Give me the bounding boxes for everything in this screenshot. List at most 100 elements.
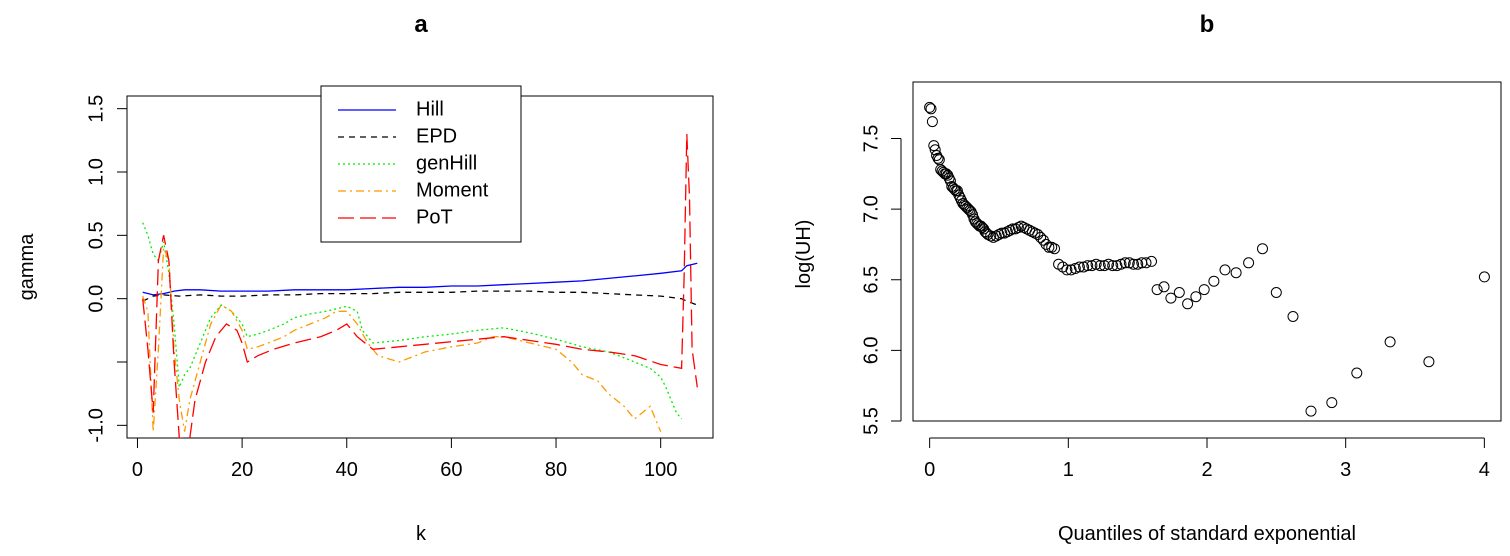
y-tick-label: 5.5 [860, 407, 882, 435]
scatter-point [1065, 264, 1077, 276]
y-tick-label: 7.5 [860, 125, 882, 153]
scatter-point [1158, 281, 1170, 293]
x-tick-label: 100 [644, 459, 677, 481]
scatter-point [1103, 258, 1114, 270]
legend-label-pot: PoT [416, 206, 453, 228]
scatter-point [1478, 271, 1490, 283]
x-tick-label: 4 [1479, 459, 1490, 481]
scatter-point [982, 229, 994, 240]
panel-a: a 0 20 40 60 80 100 -1.00.00.51.01.5 k gamma … [16, 11, 714, 545]
panel-b-points [924, 101, 1490, 417]
panel-a-y-label: gamma [16, 233, 38, 301]
scatter-point [929, 144, 941, 156]
scatter-point [1384, 336, 1396, 348]
scatter-point [935, 164, 947, 176]
panel-a-x-axis: 0 20 40 60 80 100 [132, 437, 677, 481]
scatter-point [1270, 287, 1282, 298]
scatter-point [1305, 405, 1317, 417]
scatter-point [1326, 397, 1338, 409]
series-line-epd [142, 290, 698, 306]
y-tick-label: 1.0 [85, 158, 107, 186]
scatter-point [1049, 243, 1060, 255]
scatter-point [1182, 298, 1194, 310]
panel-b-y-label: log(UH) [793, 220, 815, 289]
panel-b-x-label: Quantiles of standard exponential [1058, 523, 1356, 545]
scatter-point [1190, 291, 1202, 303]
scatter-point [1198, 284, 1210, 296]
scatter-point [1257, 243, 1268, 255]
panel-b-x-axis: 0 1 2 3 4 [924, 437, 1490, 481]
scatter-point [932, 152, 944, 164]
x-tick-label: 2 [1201, 459, 1212, 481]
scatter-point [946, 181, 958, 192]
scatter-point [1230, 267, 1242, 279]
scatter-point [1043, 241, 1055, 253]
scatter-point [958, 199, 970, 211]
panel-b: b 0 1 2 3 4 5.5 6.0 6.5 7.0 7.5 Quantiles of sta… [793, 11, 1502, 545]
scatter-point [1287, 311, 1299, 322]
y-tick-label: -1.0 [85, 408, 107, 442]
panel-b-title: b [1200, 11, 1215, 38]
x-tick-label: 1 [1063, 459, 1074, 481]
legend-label-hill: Hill [416, 98, 444, 120]
scatter-point [925, 103, 937, 115]
scatter-point [1351, 367, 1363, 379]
scatter-point [1035, 231, 1047, 243]
scatter-point [1061, 264, 1073, 276]
x-tick-label: 0 [924, 459, 935, 481]
scatter-point [975, 220, 987, 232]
scatter-point [1243, 257, 1255, 269]
legend-box [320, 85, 522, 243]
scatter-point [1123, 257, 1135, 269]
scatter-point [924, 101, 936, 113]
scatter-point [1165, 292, 1177, 304]
scatter-point [1128, 258, 1139, 270]
panel-b-plot-box [912, 81, 1502, 422]
legend-label-genhill: genHill [416, 152, 477, 174]
panel-a-x-label: k [416, 523, 427, 545]
series-line-pot [142, 133, 698, 438]
scatter-point [1115, 258, 1127, 270]
scatter-point [1423, 356, 1435, 368]
scatter-point [1151, 284, 1163, 296]
x-tick-label: 80 [545, 459, 567, 481]
y-tick-label: 1.5 [85, 95, 107, 123]
series-line-hill [142, 262, 698, 296]
series-line-genhill [142, 222, 683, 420]
scatter-point [963, 203, 974, 215]
legend-label-epd: EPD [416, 125, 457, 147]
y-tick-label: 6.0 [860, 336, 882, 364]
panel-a-title: a [414, 11, 428, 38]
x-tick-label: 40 [336, 459, 358, 481]
scatter-point [969, 216, 981, 228]
scatter-point [1107, 260, 1119, 272]
scatter-point [928, 140, 940, 152]
scatter-point [960, 200, 972, 212]
scatter-point [1219, 264, 1231, 276]
scatter-point [1032, 229, 1044, 240]
legend-label-moment: Moment [416, 179, 489, 201]
scatter-point [1173, 287, 1185, 298]
x-tick-label: 60 [440, 459, 462, 481]
series-line-moment [142, 247, 662, 432]
scatter-point [1007, 223, 1019, 235]
scatter-point [1094, 260, 1106, 272]
scatter-point [1086, 260, 1098, 272]
scatter-point [996, 227, 1008, 239]
panel-b-y-axis: 5.5 6.0 6.5 7.0 7.5 [860, 125, 902, 435]
panel-a-legend: Hill EPD genHill Moment PoT [320, 85, 522, 243]
scatter-point [990, 230, 1002, 242]
scatter-point [1208, 275, 1220, 287]
scatter-point [985, 230, 997, 242]
scatter-point [926, 116, 938, 128]
y-tick-label: 0.0 [85, 285, 107, 313]
scatter-point [957, 198, 969, 209]
scatter-point [1082, 260, 1094, 272]
scatter-point [979, 226, 991, 238]
y-tick-label: 7.0 [860, 195, 882, 223]
scatter-point [1026, 226, 1038, 238]
scatter-point [1073, 261, 1085, 273]
scatter-point [1140, 257, 1152, 269]
scatter-point [1119, 257, 1131, 269]
